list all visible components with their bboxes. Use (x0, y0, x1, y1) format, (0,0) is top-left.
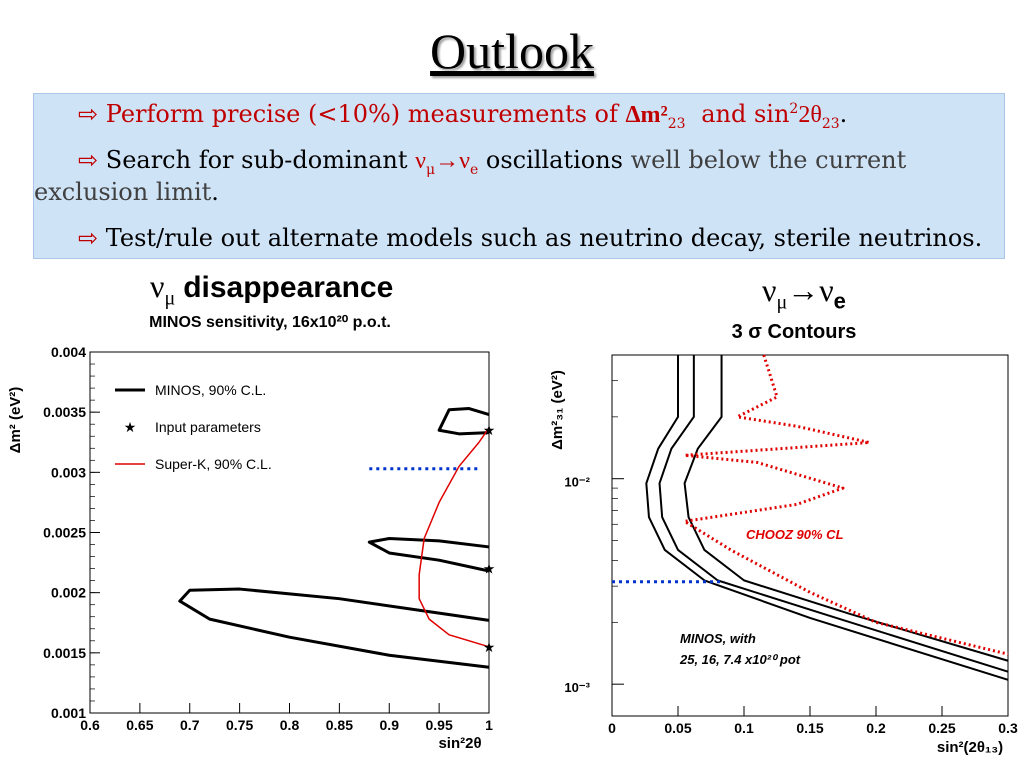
x-tick-label: 0.05 (664, 720, 691, 736)
arrow-symbol: → (787, 272, 820, 308)
sin-superscript: 2 (789, 101, 799, 117)
legend-label: MINOS, 90% C.L. (155, 382, 266, 398)
x-tick-label: 1 (485, 717, 493, 733)
delta-m2-symbol: Δm² (625, 102, 668, 128)
x-tick-label: 0.9 (380, 717, 400, 733)
bullet-arrow-icon: ⇨ (78, 100, 99, 128)
x-axis-label: sin²2θ (438, 735, 481, 752)
y-tick-label: 0.002 (51, 585, 86, 601)
x-tick-label: 0.2 (866, 720, 886, 736)
bullet-arrow-icon: ⇨ (78, 146, 99, 174)
x-tick-label: 0.8 (280, 717, 300, 733)
bullet-1: ⇨ Perform precise (<10%) measurements of… (78, 100, 847, 132)
y-tick-label: 0.003 (51, 464, 86, 480)
bullet-2: ⇨ Search for sub-dominant νμ→νe oscillat… (78, 146, 906, 178)
legend-swatch: ★ (124, 419, 137, 435)
disappearance-label: disappearance (183, 271, 394, 304)
bullet-3-text: Test/rule out alternate models such as n… (105, 224, 983, 252)
minos-pot-annotation: 25, 16, 7.4 x10²⁰ pot (679, 652, 801, 667)
legend-label: Super-K, 90% C.L. (155, 456, 272, 472)
y-tick-label: 10⁻² (564, 475, 590, 490)
chart-title: 3 σ Contours (732, 321, 857, 343)
chart-title: MINOS sensitivity, 16x10²⁰ p.o.t. (149, 314, 391, 331)
right-panel-heading: νμ→νe (762, 272, 846, 314)
bullet-1-period: . (839, 100, 848, 128)
bullet-3: ⇨ Test/rule out alternate models such as… (78, 224, 982, 252)
e-subscript: e (833, 288, 846, 314)
bullet-2-period: . (211, 178, 219, 206)
bullet-2-tail: well below the current (622, 146, 907, 174)
y-tick-label: 0.0025 (43, 525, 86, 541)
bullet-2-line-2: exclusion limit. (34, 178, 219, 206)
bullet-2-text: Search for sub-dominant (105, 146, 416, 174)
x-tick-label: 0.95 (426, 717, 453, 733)
minos-annotation: MINOS, with (680, 631, 756, 646)
series-line (645, 355, 1009, 681)
input-parameter-marker: ★ (483, 422, 496, 438)
nu-symbol: ν (819, 272, 834, 308)
x-tick-label: 0.85 (326, 717, 353, 733)
y-axis-label: Δm² (eV²) (7, 387, 24, 454)
series-line (367, 537, 490, 573)
nu-symbol: ν (150, 268, 165, 304)
y-tick-label: 0.004 (51, 344, 86, 360)
chart-right: 3 σ Contours 0 0.05 0.1 0.15 0.2 0.25 0.3 10⁻³ 10… (549, 321, 1018, 756)
x-tick-label: 0.1 (734, 720, 754, 736)
y-tick-label: 0.0015 (43, 645, 86, 661)
series-line (418, 427, 490, 648)
x-tick-label: 0.15 (796, 720, 823, 736)
legend-label: Input parameters (155, 419, 261, 435)
x-tick-label: 0 (608, 720, 616, 736)
y-tick-label: 10⁻³ (564, 680, 590, 695)
series-line (658, 355, 1009, 673)
mu-subscript: μ (776, 291, 788, 314)
series-line (437, 407, 490, 436)
e-subscript: e (469, 161, 479, 178)
x-tick-label: 0.3 (998, 720, 1018, 736)
input-parameter-marker: ★ (483, 639, 496, 655)
mu-subscript: μ (425, 161, 436, 178)
y-tick-label: 0.0035 (43, 404, 86, 420)
charts-svg: MINOS sensitivity, 16x10²⁰ p.o.t. 0.6 0.65… (7, 314, 1018, 756)
bullet-2-line-2-text: exclusion limit (34, 178, 212, 206)
two-theta-symbol: 2θ (798, 102, 822, 128)
series-line (178, 587, 490, 669)
bullet-2-oscillations: oscillations (478, 146, 623, 174)
x-tick-label: 0.75 (226, 717, 253, 733)
y-tick-label: 0.001 (51, 705, 86, 721)
y-axis-label: Δm²₃₁ (eV²) (549, 370, 566, 450)
arrow-symbol: → (435, 148, 460, 174)
nu-symbol: ν (762, 272, 777, 308)
x-tick-label: 0.25 (928, 720, 955, 736)
slide-title: Outlook (430, 23, 594, 79)
chooz-annotation: CHOOZ 90% CL (746, 527, 844, 542)
nu-symbol: ν (459, 148, 470, 174)
x-tick-label: 0.6 (80, 717, 100, 733)
bullet-1-text: Perform precise (<10%) measurements of (105, 100, 626, 128)
nu-symbol: ν (415, 148, 426, 174)
series-line (683, 355, 1009, 662)
delta-m2-subscript: 23 (667, 115, 686, 132)
chart-left: MINOS sensitivity, 16x10²⁰ p.o.t. 0.6 0.65… (7, 314, 495, 752)
left-panel-heading: νμ disappearance (150, 268, 393, 310)
bullet-box: ⇨ Perform precise (<10%) measurements of… (33, 93, 1005, 259)
series-line (683, 354, 1009, 656)
x-tick-label: 0.65 (126, 717, 153, 733)
x-axis-label: sin²(2θ₁₃) (937, 739, 1003, 756)
theta-subscript: 23 (821, 115, 840, 132)
mu-subscript: μ (164, 287, 176, 310)
sin-text: and sin (701, 100, 790, 128)
x-tick-label: 0.7 (180, 717, 200, 733)
bullet-arrow-icon: ⇨ (78, 224, 99, 252)
input-parameter-marker: ★ (483, 561, 496, 577)
